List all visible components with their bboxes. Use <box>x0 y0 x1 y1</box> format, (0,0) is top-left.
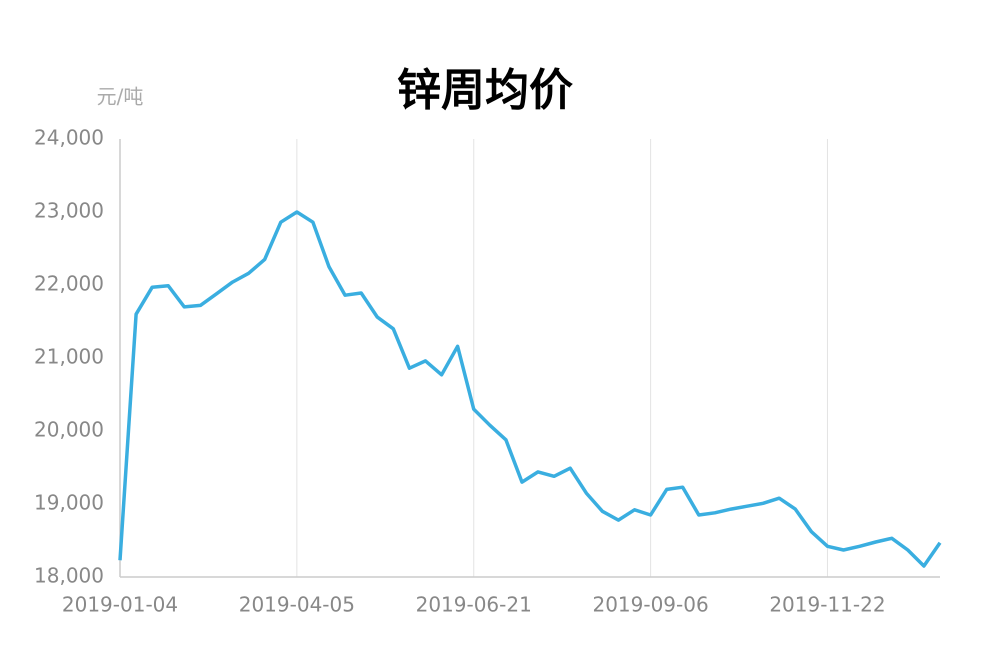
data-line <box>118 210 942 568</box>
x-tick-label: 2019-09-06 <box>592 593 708 617</box>
y-tick-label: 20,000 <box>34 418 104 442</box>
x-tick-label: 2019-11-22 <box>769 593 885 617</box>
y-tick-label: 18,000 <box>34 564 104 588</box>
y-tick-label: 21,000 <box>34 345 104 369</box>
chart-title: 锌周均价 <box>397 65 573 116</box>
y-tick-label: 19,000 <box>34 491 104 515</box>
x-tick-label: 2019-06-21 <box>416 593 532 617</box>
x-tick-label: 2019-04-05 <box>239 593 355 617</box>
y-tick-label: 22,000 <box>34 272 104 296</box>
y-tick-label: 23,000 <box>34 199 104 223</box>
x-tick-label: 2019-01-04 <box>62 593 178 617</box>
y-tick-label: 24,000 <box>34 126 104 150</box>
y-unit: 元/吨 <box>97 85 144 109</box>
